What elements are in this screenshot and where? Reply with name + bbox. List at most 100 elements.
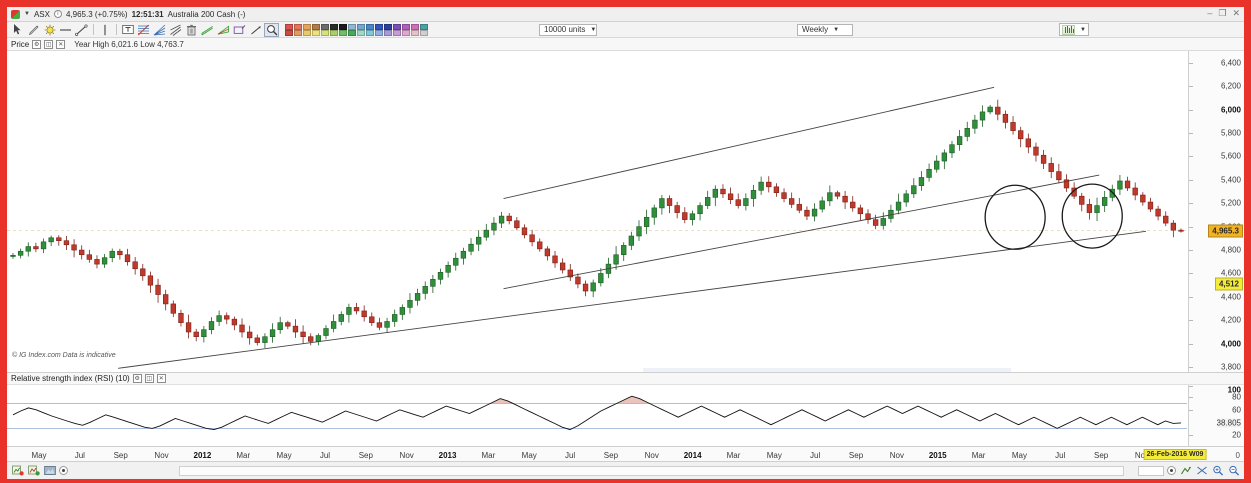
palette-column[interactable]	[366, 23, 374, 36]
scroll-radio-right[interactable]	[1167, 466, 1176, 475]
color-swatch[interactable]	[357, 23, 365, 30]
palette-column[interactable]	[330, 23, 338, 36]
maximize-button[interactable]: ❐	[1218, 8, 1228, 18]
andrews-pitchfork-tool[interactable]	[168, 23, 183, 37]
settings-tool[interactable]	[42, 23, 57, 37]
chart-compare-icon[interactable]	[27, 465, 40, 477]
close-icon[interactable]: ✕	[56, 39, 66, 49]
reset-zoom-icon[interactable]	[1195, 465, 1208, 477]
rsi-pane[interactable]: 100 80 60 20 38.805	[7, 385, 1244, 447]
chart-style-dropdown[interactable]: ▼	[1059, 23, 1089, 36]
palette-column[interactable]	[294, 23, 302, 36]
horizontal-line-tool[interactable]	[58, 23, 73, 37]
screenshot-icon[interactable]	[43, 465, 56, 477]
cursor-tool[interactable]	[10, 23, 25, 37]
color-swatch[interactable]	[339, 29, 347, 36]
color-swatch[interactable]	[285, 29, 293, 36]
palette-column[interactable]	[420, 23, 428, 36]
rsi-plot-area[interactable]	[7, 385, 1188, 446]
color-swatch[interactable]	[312, 29, 320, 36]
fibonacci-fan-tool[interactable]	[152, 23, 167, 37]
scroll-thumb[interactable]	[1138, 465, 1164, 476]
zoom-out-icon[interactable]	[1227, 465, 1240, 477]
color-palette[interactable]	[285, 23, 429, 36]
close-button[interactable]: ✕	[1232, 8, 1241, 18]
vertical-line-tool[interactable]	[97, 23, 112, 37]
palette-column[interactable]	[321, 23, 329, 36]
info-icon[interactable]: i	[53, 10, 62, 18]
color-swatch[interactable]	[312, 23, 320, 30]
price-plot-area[interactable]	[7, 51, 1188, 372]
palette-column[interactable]	[348, 23, 356, 36]
zoom-tool[interactable]	[264, 22, 279, 37]
color-swatch[interactable]	[303, 29, 311, 36]
color-swatch[interactable]	[393, 23, 401, 30]
alert-level-marker[interactable]: 4,512	[1214, 277, 1243, 291]
channel-tool[interactable]	[200, 23, 215, 37]
color-swatch[interactable]	[375, 29, 383, 36]
palette-column[interactable]	[384, 23, 392, 36]
color-swatch[interactable]	[393, 29, 401, 36]
color-swatch[interactable]	[411, 23, 419, 30]
text-box-tool[interactable]	[120, 23, 135, 37]
rsi-axis[interactable]: 100 80 60 20 38.805	[1188, 385, 1244, 446]
color-swatch[interactable]	[321, 29, 329, 36]
color-swatch[interactable]	[366, 23, 374, 30]
color-swatch[interactable]	[294, 23, 302, 30]
palette-column[interactable]	[312, 23, 320, 36]
color-swatch[interactable]	[366, 29, 374, 36]
settings-icon[interactable]: ⚙	[32, 39, 42, 49]
scroll-radio[interactable]	[59, 466, 68, 475]
color-swatch[interactable]	[384, 23, 392, 30]
palette-column[interactable]	[357, 23, 365, 36]
zoom-in-icon[interactable]	[1211, 465, 1224, 477]
color-swatch[interactable]	[384, 29, 392, 36]
palette-column[interactable]	[375, 23, 383, 36]
chevron-down-icon[interactable]: ▼	[24, 11, 30, 17]
palette-column[interactable]	[303, 23, 311, 36]
color-swatch[interactable]	[375, 23, 383, 30]
color-swatch[interactable]	[402, 23, 410, 30]
minimize-button[interactable]: –	[1207, 8, 1214, 18]
color-swatch[interactable]	[303, 23, 311, 30]
palette-column[interactable]	[393, 23, 401, 36]
units-dropdown[interactable]: 10000 units ▼	[539, 23, 597, 36]
current-date-marker[interactable]: 26-Feb-2016 W09	[1143, 449, 1207, 460]
fibonacci-retracement-tool[interactable]	[136, 23, 151, 37]
delete-drawing-tool[interactable]	[184, 23, 199, 37]
settings-icon[interactable]: ⚙	[132, 374, 142, 383]
color-swatch[interactable]	[420, 23, 428, 30]
pan-icon[interactable]	[1179, 465, 1192, 477]
palette-column[interactable]	[285, 23, 293, 36]
trend-line-tool[interactable]	[74, 23, 89, 37]
date-axis[interactable]: 0 May Jul Sep Nov 2012 Mar May Jul Sep Nov 2013 Mar…	[7, 447, 1244, 462]
folder-icon[interactable]: ◫	[44, 39, 54, 49]
color-swatch[interactable]	[402, 29, 410, 36]
price-axis[interactable]: 6,4006,2006,0005,8005,6005,4005,2005,000…	[1188, 51, 1244, 372]
color-swatch[interactable]	[348, 23, 356, 30]
folder-icon[interactable]: ◫	[144, 374, 154, 383]
color-swatch[interactable]	[348, 29, 356, 36]
chart-add-icon[interactable]	[11, 465, 24, 477]
color-swatch[interactable]	[330, 23, 338, 30]
shape-tool[interactable]	[232, 23, 247, 37]
pencil-tool[interactable]	[26, 23, 41, 37]
palette-column[interactable]	[402, 23, 410, 36]
ray-tool[interactable]	[248, 23, 263, 37]
horizontal-scrollbar[interactable]	[179, 465, 1124, 476]
color-swatch[interactable]	[420, 29, 428, 36]
color-swatch[interactable]	[285, 23, 293, 30]
palette-column[interactable]	[411, 23, 419, 36]
color-swatch[interactable]	[339, 23, 347, 30]
color-swatch[interactable]	[294, 29, 302, 36]
palette-column[interactable]	[339, 23, 347, 36]
price-pane[interactable]: ASX cash closes below 2011 trend support…	[7, 51, 1244, 373]
close-icon[interactable]: ✕	[156, 374, 166, 383]
gann-fan-tool[interactable]	[216, 23, 231, 37]
color-swatch[interactable]	[357, 29, 365, 36]
period-dropdown[interactable]: Weekly ▼	[797, 23, 853, 36]
current-price-marker[interactable]: 4,965.3	[1208, 224, 1243, 238]
color-swatch[interactable]	[321, 23, 329, 30]
color-swatch[interactable]	[330, 29, 338, 36]
color-swatch[interactable]	[411, 29, 419, 36]
